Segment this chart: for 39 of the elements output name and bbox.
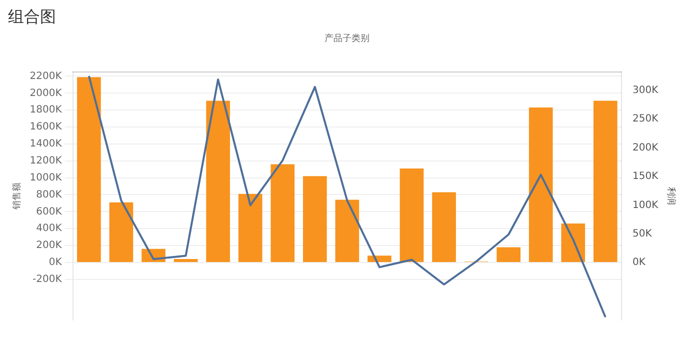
y-tick-label: 2000K bbox=[30, 88, 62, 99]
bar bbox=[561, 224, 586, 262]
y-tick-label: 1200K bbox=[30, 155, 62, 166]
y2-tick-label: 200K bbox=[632, 142, 659, 154]
chart-title: 组合图 bbox=[8, 6, 56, 26]
y-tick-label: 1800K bbox=[30, 104, 62, 116]
y2-axis-title: 利润 bbox=[665, 187, 676, 205]
y-tick-label: 1600K bbox=[30, 122, 62, 133]
y-tick-label: -200K bbox=[32, 274, 62, 285]
bar bbox=[335, 200, 360, 262]
bar bbox=[109, 202, 134, 262]
y-tick-label: 600K bbox=[36, 206, 62, 218]
y-tick-label: 2200K bbox=[30, 70, 62, 82]
bar bbox=[302, 176, 327, 262]
y-tick-label: 800K bbox=[36, 189, 62, 200]
bar bbox=[368, 256, 392, 262]
y2-tick-label: 50K bbox=[632, 228, 652, 240]
y2-tick-label: 0K bbox=[632, 257, 646, 268]
bar bbox=[77, 77, 101, 262]
bar bbox=[528, 108, 553, 262]
y2-tick-label: 150K bbox=[632, 171, 659, 182]
bar bbox=[238, 194, 262, 262]
bar bbox=[206, 100, 230, 262]
y-axis-title: 销售额 bbox=[12, 182, 23, 210]
y-tick-label: 1400K bbox=[30, 138, 62, 150]
y-tick-label: 400K bbox=[36, 223, 62, 234]
bar bbox=[432, 192, 456, 262]
y-tick-label: 200K bbox=[36, 240, 62, 252]
y2-tick-label: 100K bbox=[632, 200, 659, 211]
y-tick-label: 1000K bbox=[30, 172, 62, 184]
y-tick-label: 0K bbox=[48, 257, 62, 268]
bar bbox=[496, 247, 520, 262]
bar bbox=[594, 100, 618, 262]
bar bbox=[400, 168, 424, 262]
y2-tick-label: 300K bbox=[632, 84, 659, 96]
x-axis-title: 产品子类别 bbox=[324, 32, 370, 44]
bar bbox=[270, 164, 295, 262]
bar bbox=[174, 259, 198, 262]
y2-tick-label: 250K bbox=[632, 114, 659, 125]
